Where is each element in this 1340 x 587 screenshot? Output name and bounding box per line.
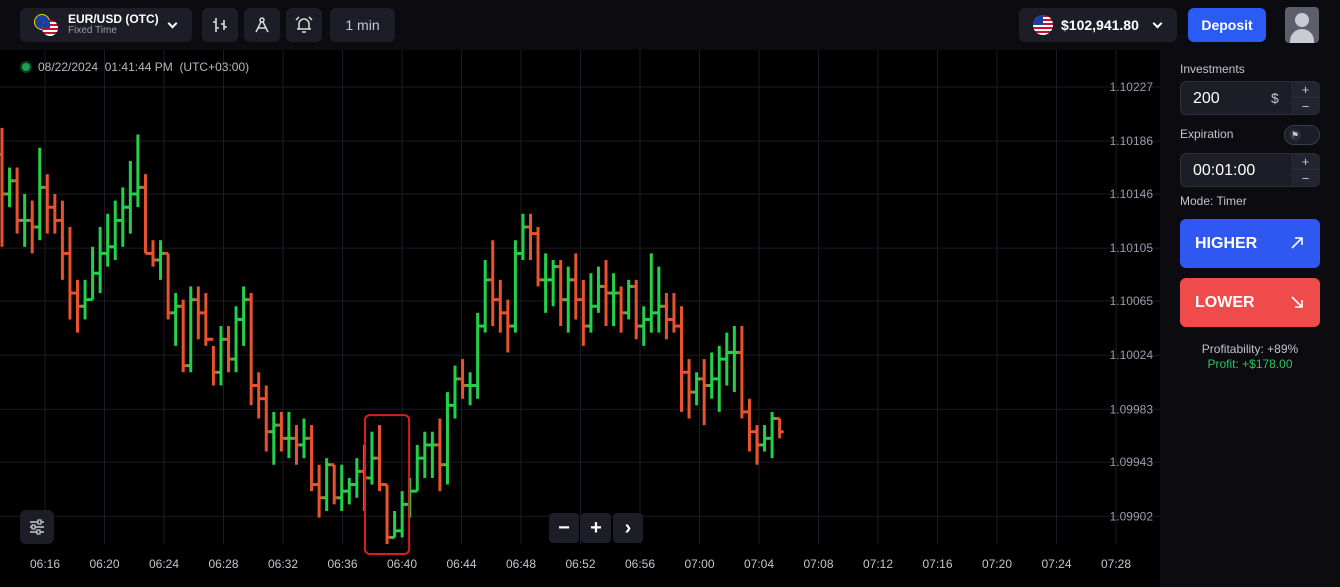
top-bar: EUR/USD (OTC) Fixed Time 1 min $102,941.… <box>0 0 1340 50</box>
y-tick-label: 1.10146 <box>1110 187 1154 201</box>
investment-increase-button[interactable]: + <box>1291 82 1320 98</box>
trade-panel: Investments 200 $ + − Expiration ⚑ 00:01… <box>1160 50 1340 587</box>
live-indicator-icon <box>22 63 30 71</box>
deposit-button[interactable]: Deposit <box>1188 8 1266 42</box>
x-tick-label: 06:48 <box>506 557 536 571</box>
compass-icon <box>255 17 269 33</box>
investment-input[interactable]: 200 $ + − <box>1180 81 1320 115</box>
avatar[interactable] <box>1285 7 1319 43</box>
x-tick-label: 07:04 <box>744 557 774 571</box>
currency-symbol: $ <box>1271 90 1279 106</box>
expiration-input[interactable]: 00:01:00 + − <box>1180 153 1320 187</box>
expiration-value: 00:01:00 <box>1193 162 1256 179</box>
investment-decrease-button[interactable]: − <box>1291 98 1320 114</box>
drawing-tools-button[interactable] <box>244 8 280 42</box>
flag-icon: ⚑ <box>1289 129 1301 141</box>
chevron-down-icon <box>1152 18 1163 29</box>
x-tick-label: 07:28 <box>1101 557 1131 571</box>
timestamp-text: 08/22/2024 01:41:44 PM (UTC+03:00) <box>38 60 250 74</box>
zoom-out-button[interactable]: − <box>549 513 579 543</box>
expiration-mode-toggle[interactable]: ⚑ <box>1284 125 1320 145</box>
chart-timestamp: 08/22/2024 01:41:44 PM (UTC+03:00) <box>22 60 249 74</box>
y-tick-label: 1.09902 <box>1110 509 1154 523</box>
y-tick-label: 1.10105 <box>1110 241 1154 255</box>
higher-label: HIGHER <box>1195 234 1258 252</box>
x-tick-label: 06:52 <box>565 557 595 571</box>
chart-type-button[interactable] <box>202 8 238 42</box>
x-tick-label: 07:08 <box>803 557 833 571</box>
arrow-down-right-icon <box>1291 296 1303 308</box>
asset-selector[interactable]: EUR/USD (OTC) Fixed Time <box>20 8 192 42</box>
alerts-button[interactable] <box>286 8 322 42</box>
asset-name: EUR/USD (OTC) <box>68 12 159 26</box>
zoom-in-button[interactable]: + <box>581 513 611 543</box>
price-chart[interactable]: 1.10227 1.10186 1.10146 1.10105 1.10065 1.100… <box>0 50 1160 587</box>
x-tick-label: 06:24 <box>149 557 179 571</box>
y-tick-label: 1.09983 <box>1110 402 1154 416</box>
y-tick-label: 1.10227 <box>1110 80 1154 94</box>
y-tick-label: 1.09943 <box>1110 455 1154 469</box>
profitability-text: Profitability: +89% <box>1201 342 1299 356</box>
x-tick-label: 06:40 <box>387 557 417 571</box>
x-tick-label: 06:56 <box>625 557 655 571</box>
higher-button[interactable]: HIGHER <box>1180 219 1320 268</box>
investments-label: Investments <box>1180 62 1245 76</box>
x-tick-label: 06:36 <box>327 557 357 571</box>
chart-settings-button[interactable] <box>20 510 54 544</box>
x-tick-label: 06:44 <box>446 557 476 571</box>
account-balance: $102,941.80 <box>1061 17 1139 33</box>
y-tick-label: 1.10065 <box>1110 294 1154 308</box>
y-tick-label: 1.10186 <box>1110 134 1154 148</box>
lower-button[interactable]: LOWER <box>1180 278 1320 327</box>
alarm-icon <box>295 16 313 33</box>
profit-text: Profit: +$178.00 <box>1207 357 1293 371</box>
eur-usd-flag-icon <box>34 14 60 36</box>
x-tick-label: 07:20 <box>982 557 1012 571</box>
chevron-down-icon <box>167 18 178 29</box>
bar-chart-icon <box>213 18 227 32</box>
expiration-decrease-button[interactable]: − <box>1291 170 1320 186</box>
scroll-right-button[interactable]: › <box>613 513 643 543</box>
mode-text: Mode: Timer <box>1180 194 1247 208</box>
timeframe-button[interactable]: 1 min <box>330 8 395 42</box>
investment-value: 200 <box>1193 90 1220 107</box>
highlight-box <box>363 414 411 555</box>
x-tick-label: 07:00 <box>684 557 714 571</box>
x-tick-label: 07:24 <box>1041 557 1071 571</box>
zoom-controls: − + › <box>549 513 643 543</box>
x-tick-label: 06:28 <box>208 557 238 571</box>
x-tick-label: 07:16 <box>922 557 952 571</box>
asset-type: Fixed Time <box>68 25 117 36</box>
sliders-icon <box>30 519 44 535</box>
us-flag-icon <box>1033 15 1053 35</box>
expiration-increase-button[interactable]: + <box>1291 154 1320 170</box>
arrow-up-right-icon <box>1291 237 1303 249</box>
x-tick-label: 06:20 <box>89 557 119 571</box>
x-tick-label: 07:12 <box>863 557 893 571</box>
ohlc-chart-svg: 1.10227 1.10186 1.10146 1.10105 1.10065 1.100… <box>0 50 1160 571</box>
lower-label: LOWER <box>1195 293 1255 311</box>
expiration-label: Expiration <box>1180 127 1234 141</box>
x-tick-label: 06:32 <box>268 557 298 571</box>
x-tick-label: 06:16 <box>30 557 60 571</box>
balance-selector[interactable]: $102,941.80 <box>1019 8 1177 42</box>
y-tick-label: 1.10024 <box>1110 348 1154 362</box>
